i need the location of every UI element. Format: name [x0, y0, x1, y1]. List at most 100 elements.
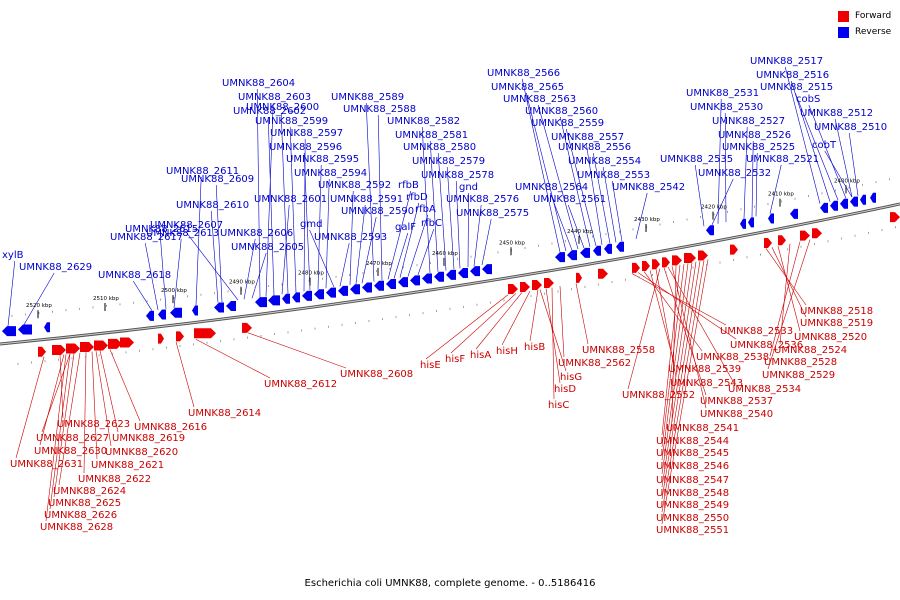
gene-label-umnk88-2532: UMNK88_2532 [698, 168, 771, 179]
leader-line [132, 280, 153, 311]
leader-line [501, 291, 531, 346]
gene-label-hish: hisH [496, 346, 518, 357]
forward-gene-arrow [698, 250, 708, 261]
gene-label-cobt: cobT [812, 140, 837, 151]
gene-label-umnk88-2539: UMNK88_2539 [668, 364, 741, 375]
legend-reverse-label: Reverse [855, 27, 892, 37]
leader-line [767, 239, 811, 370]
gene-label-umnk88-2537: UMNK88_2537 [700, 396, 773, 407]
leader-line [58, 352, 81, 486]
tick-label: 2470 kbp [366, 261, 392, 267]
leader-line [649, 270, 675, 364]
gene-label-umnk88-2627: UMNK88_2627 [36, 433, 109, 444]
tick-label: 2510 kbp [93, 296, 119, 302]
leader-line [251, 252, 267, 299]
reverse-gene-arrow [282, 293, 290, 304]
leader-line [769, 164, 782, 214]
leader-line [256, 88, 261, 298]
leader-line [559, 116, 591, 248]
gene-label-gnd: gnd [459, 182, 478, 193]
reverse-gene-arrow [820, 202, 828, 213]
gene-label-umnk88-2534: UMNK88_2534 [728, 384, 801, 395]
tick-label: 2410 kbp [768, 192, 794, 198]
leader-line [777, 245, 801, 332]
map-caption: Escherichia coli UMNK88, complete genome… [304, 578, 596, 589]
forward-gene-arrow [598, 268, 608, 279]
leader-line [281, 204, 290, 295]
reverse-gene-arrow [214, 302, 224, 313]
leader-line [834, 118, 853, 198]
gene-label-umnk88-2552: UMNK88_2552 [622, 390, 695, 401]
leader-line [631, 273, 727, 326]
gene-label-umnk88-2563: UMNK88_2563 [503, 94, 576, 105]
leader-line [473, 204, 482, 267]
gene-label-umnk88-2613: UMNK88_2613 [146, 228, 219, 239]
forward-gene-arrow [66, 343, 80, 354]
gene-label-umnk88-2535: UMNK88_2535 [660, 154, 733, 165]
gene-label-umnk88-2565: UMNK88_2565 [491, 82, 564, 93]
gene-label-gmd: gmd [300, 219, 322, 230]
forward-gene-arrow [176, 331, 184, 342]
leader-line [824, 150, 853, 198]
leader-line [175, 341, 195, 408]
reverse-gene-arrow [362, 282, 372, 293]
leader-line [407, 214, 429, 277]
reverse-gene-arrow [255, 297, 267, 308]
leader-line [387, 190, 412, 280]
reverse-gene-arrow [706, 225, 714, 236]
legend-forward: Forward [838, 8, 891, 24]
gene-label-umnk88-2560: UMNK88_2560 [525, 106, 598, 117]
leader-line [661, 263, 689, 461]
gene-label-umnk88-2599: UMNK88_2599 [255, 116, 328, 127]
gene-label-umnk88-2580: UMNK88_2580 [403, 142, 476, 153]
gene-label-umnk88-2611: UMNK88_2611 [166, 166, 239, 177]
leader-line [667, 266, 735, 384]
gene-label-rfbc: rfbC [421, 218, 442, 229]
gene-label-umnk88-2623: UMNK88_2623 [57, 419, 130, 430]
gene-label-umnk88-2622: UMNK88_2622 [78, 474, 151, 485]
gene-label-umnk88-2553: UMNK88_2553 [577, 170, 650, 181]
gene-label-umnk88-2538: UMNK88_2538 [696, 352, 769, 363]
leader-line [661, 259, 709, 525]
reverse-gene-arrow [840, 198, 848, 209]
forward-gene-arrow [890, 212, 900, 223]
leader-line [361, 216, 377, 284]
reverse-gene-arrow [555, 252, 565, 263]
leader-line [59, 354, 64, 419]
tick-label: 2430 kbp [634, 217, 660, 223]
reverse-gene-arrow [616, 241, 624, 252]
leader-line [429, 140, 439, 272]
gene-label-umnk88-2628: UMNK88_2628 [40, 522, 113, 533]
forward-gene-arrow [730, 244, 738, 255]
gene-label-hisg: hisG [560, 372, 582, 383]
reverse-gene-arrow [398, 277, 408, 288]
leader-line [399, 202, 420, 278]
gene-label-umnk88-2609: UMNK88_2609 [181, 174, 254, 185]
gene-label-umnk88-2531: UMNK88_2531 [686, 88, 759, 99]
gene-label-umnk88-2545: UMNK88_2545 [656, 448, 729, 459]
leader-line [655, 269, 677, 378]
gene-label-umnk88-2558: UMNK88_2558 [582, 345, 655, 356]
leader-line [717, 98, 722, 224]
gene-label-umnk88-2554: UMNK88_2554 [568, 156, 641, 167]
gene-label-cobs: cobS [796, 94, 820, 105]
gene-label-umnk88-2549: UMNK88_2549 [656, 500, 729, 511]
leader-line [195, 339, 271, 379]
reverse-gene-arrow [604, 243, 612, 254]
leader-line [585, 142, 603, 245]
reverse-gene-arrow [292, 292, 300, 303]
gene-label-umnk88-2618: UMNK88_2618 [98, 270, 171, 281]
gene-label-umnk88-2517: UMNK88_2517 [750, 56, 823, 67]
gene-label-umnk88-2610: UMNK88_2610 [176, 200, 249, 211]
tick-label: 2520 kbp [26, 303, 52, 309]
leader-line [355, 204, 366, 285]
gene-label-umnk88-2556: UMNK88_2556 [558, 142, 631, 153]
leader-line [529, 289, 539, 342]
reverse-gene-arrow [268, 295, 280, 306]
leader-line [467, 192, 469, 268]
tick-label: 2500 kbp [161, 288, 187, 294]
forward-gene-arrow [812, 228, 822, 239]
leader-line [184, 230, 239, 301]
gene-label-umnk88-2605: UMNK88_2605 [231, 242, 304, 253]
